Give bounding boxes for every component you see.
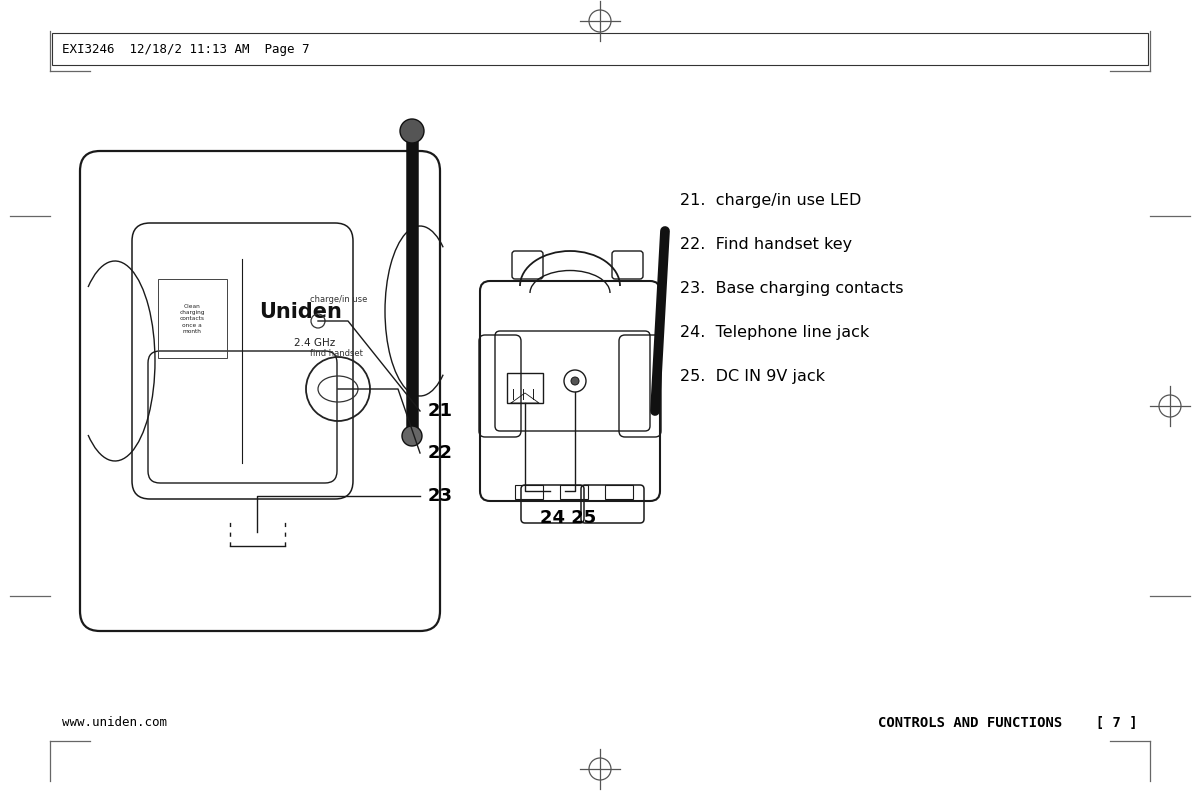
- Circle shape: [400, 119, 424, 143]
- Text: 23.  Base charging contacts: 23. Base charging contacts: [680, 281, 904, 297]
- Text: 23: 23: [428, 487, 454, 505]
- Text: 25.  DC IN 9V jack: 25. DC IN 9V jack: [680, 370, 826, 384]
- Text: 21.  charge/in use LED: 21. charge/in use LED: [680, 194, 862, 208]
- Text: 22: 22: [428, 444, 454, 462]
- Bar: [52, 33, 1148, 65]
- Text: charge/in use: charge/in use: [310, 294, 367, 303]
- Text: 22.  Find handset key: 22. Find handset key: [680, 238, 852, 252]
- Text: CONTROLS AND FUNCTIONS    [ 7 ]: CONTROLS AND FUNCTIONS [ 7 ]: [878, 716, 1138, 730]
- Text: 21: 21: [428, 402, 454, 420]
- Text: Uniden: Uniden: [259, 302, 342, 322]
- Circle shape: [571, 377, 580, 385]
- Text: 24 25: 24 25: [540, 509, 596, 527]
- Text: Clean
charging
contacts
once a
month: Clean charging contacts once a month: [179, 304, 205, 334]
- Circle shape: [402, 426, 422, 446]
- Text: 24.  Telephone line jack: 24. Telephone line jack: [680, 325, 869, 341]
- Text: EXI3246  12/18/2 11:13 AM  Page 7: EXI3246 12/18/2 11:13 AM Page 7: [62, 42, 310, 55]
- Text: find handset: find handset: [310, 349, 362, 358]
- Text: www.uniden.com: www.uniden.com: [62, 716, 167, 730]
- Text: 2.4 GHz: 2.4 GHz: [294, 337, 335, 348]
